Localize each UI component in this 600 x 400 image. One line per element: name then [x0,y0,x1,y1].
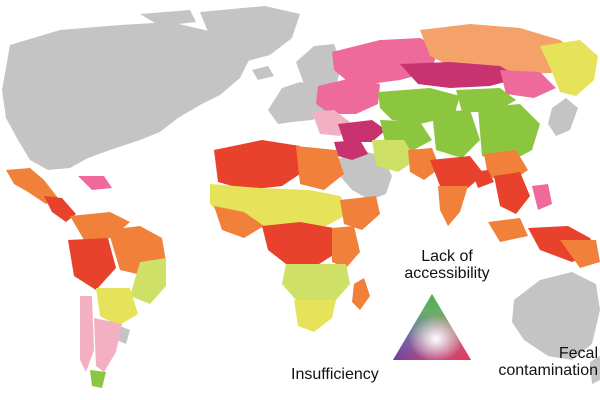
region-russia-north [420,24,580,74]
legend-label-fecal-line1: Fecal [558,345,598,362]
region-siberia-south [500,70,556,98]
region-levant [334,140,368,160]
region-east-africa [332,226,360,268]
region-turkey [338,120,386,142]
region-bolivia-paraguay [96,288,138,326]
north-america-no-data [2,22,250,170]
scandinavia-no-data [296,44,342,92]
region-southern-africa-south [294,300,336,332]
region-southern-africa-north [282,264,350,300]
region-north-africa-west [214,140,306,190]
legend-label-accessibility: Lack of accessibility [392,248,502,282]
iceland-no-data [252,66,274,80]
region-central-africa [262,222,338,266]
legend-label-accessibility-line2: accessibility [404,265,490,282]
region-amazon-west [68,238,116,290]
region-horn-africa [340,196,380,230]
australia-no-data [512,272,600,360]
region-indochina [494,172,530,214]
region-russia-central [400,62,520,88]
legend-label-insufficiency: Insufficiency [291,366,379,383]
region-iran [372,140,416,172]
data-regions [6,24,600,388]
region-central-america [44,196,76,222]
japan-korea-no-data [548,98,578,136]
greenland-no-data [200,6,300,62]
region-west-africa [214,206,264,238]
nz-no-data [590,356,600,384]
region-png [560,240,600,268]
legend-triangle [393,294,471,360]
region-mexico [6,168,58,204]
legend-label-fecal-contamination: Fecal contamination [462,345,598,379]
region-caribbean [78,176,112,190]
region-india-south [438,186,468,226]
region-patagonia [90,370,106,388]
region-china-east [478,104,540,164]
region-pakistan [408,148,440,180]
arctic-islands-no-data [140,10,196,26]
no-data-regions [2,6,600,384]
region-russia-east [540,40,598,96]
region-north-africa-east [296,146,344,190]
region-philippines [532,184,552,210]
region-chile [80,296,94,372]
region-bangladesh [472,170,494,188]
region-eastern-europe [316,78,380,114]
region-indonesia-west [488,218,528,242]
legend-label-accessibility-line1: Lack of [421,248,473,265]
region-india-north [430,156,484,188]
region-argentina [94,318,122,372]
region-madagascar [352,278,370,310]
region-brazil-east [130,258,166,304]
legend-label-fecal-line2: contamination [498,362,598,379]
region-china-west [432,110,480,158]
